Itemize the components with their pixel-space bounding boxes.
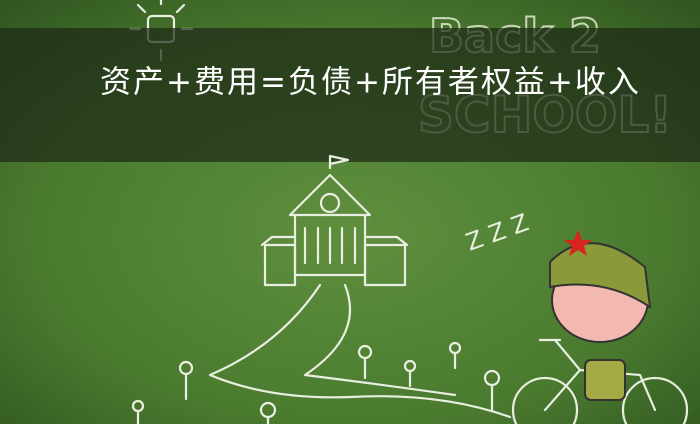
caption-band bbox=[0, 28, 700, 162]
character bbox=[511, 230, 689, 424]
school-drawing bbox=[208, 154, 512, 419]
headline: 资产+费用=负债+所有者权益+收入 bbox=[100, 65, 641, 101]
flowers bbox=[131, 341, 501, 424]
bicycle bbox=[511, 338, 689, 424]
star bbox=[564, 230, 592, 256]
bag bbox=[584, 359, 626, 401]
